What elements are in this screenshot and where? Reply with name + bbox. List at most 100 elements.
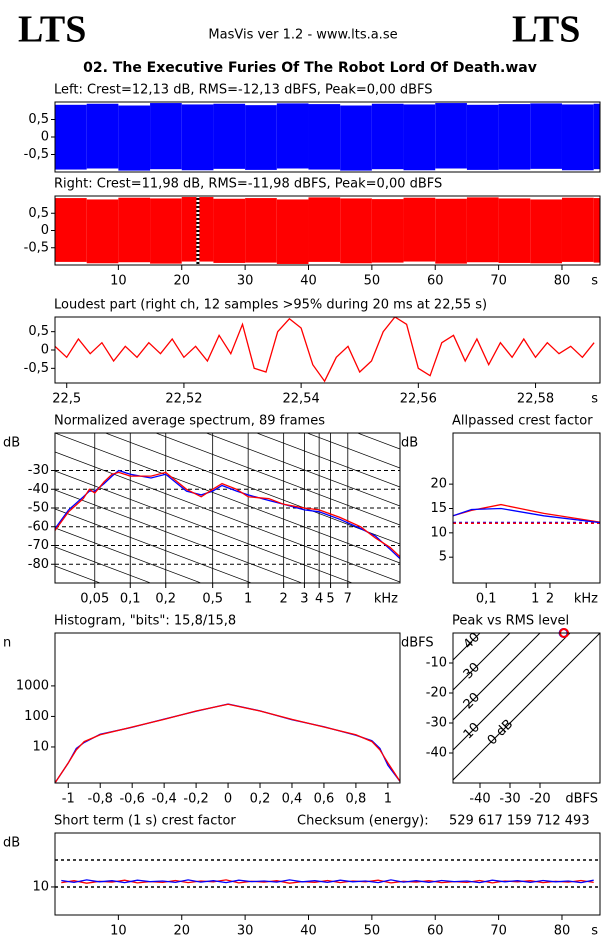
waveform-segment (530, 103, 562, 137)
waveform-segment (498, 198, 531, 231)
decor-line (356, 433, 400, 450)
waveform-segment (403, 197, 436, 231)
crest-line (453, 633, 571, 751)
waveform-segment (561, 230, 594, 262)
panel: Allpassed crest factor 20 15 10 5 0,1 1 2 kHz dB (401, 414, 601, 607)
waveform-segment (371, 230, 404, 263)
y-tick-label: -20 (426, 686, 447, 701)
waveform-segment (530, 137, 562, 169)
plot-area (453, 503, 600, 524)
panel: Short term (1 s) crest factor Checksum (e… (3, 814, 601, 939)
curve (453, 507, 600, 524)
waveform-segment (561, 104, 594, 137)
plot-frame (54, 195, 601, 266)
waveform-segment (371, 137, 404, 170)
waveform-segment (245, 105, 277, 137)
panel: Loudest part (right ch, 12 samples >95% … (24, 298, 601, 407)
decor-line (104, 433, 400, 545)
decor-line (306, 433, 400, 469)
decor-line (205, 433, 400, 507)
waveform-segment (86, 199, 119, 231)
waveform-segment (276, 230, 309, 264)
checksum: 529 617 159 712 493 (449, 814, 590, 829)
x-tick-label: 70 (490, 274, 507, 289)
waveform-segment (340, 137, 372, 171)
waveform-segment (150, 103, 182, 137)
x-tick-label: 60 (427, 924, 444, 939)
waveform-segment (55, 198, 87, 231)
waveform-segment (403, 104, 436, 137)
x-tick-label: 4 (315, 592, 323, 607)
waveform-segment (340, 198, 372, 231)
x-tick-label: 40 (300, 274, 317, 289)
waveform-segment (213, 230, 246, 263)
x-tick-label: 22,52 (165, 392, 202, 407)
y-unit: dB (401, 436, 418, 451)
waveform-segment (435, 198, 467, 231)
waveform-segment (561, 197, 594, 231)
waveform-segment (181, 104, 214, 137)
waveform-segment (150, 198, 182, 231)
panel-title: Right: Crest=11,98 dB, RMS=-11,98 dBFS, … (54, 177, 442, 192)
plot-frame (452, 432, 601, 584)
y-tick-label: -50 (28, 501, 49, 516)
x-tick-label: 1 (531, 592, 539, 607)
crest-line (453, 633, 511, 691)
waveform-segment (118, 105, 151, 137)
y-unit: dB (3, 436, 20, 451)
x-tick-label: 0,1 (120, 592, 141, 607)
waveform-segment (561, 137, 594, 171)
y-tick-label: 0 (41, 223, 49, 238)
curve (55, 317, 595, 383)
x-tick-label: 80 (554, 274, 571, 289)
x-tick-label: 0,6 (314, 792, 335, 807)
waveform-segment (213, 137, 246, 169)
waveform-segment (403, 137, 436, 171)
x-tick-label: 0 (224, 792, 232, 807)
waveform-segment (55, 104, 87, 137)
y-tick-label: -60 (28, 519, 49, 534)
x-tick-label: 1 (244, 592, 252, 607)
decor-line (55, 451, 400, 583)
decor-line (255, 433, 400, 488)
waveform-segment (276, 199, 309, 231)
x-tick-label: 70 (490, 924, 507, 939)
plot-frame (54, 832, 601, 916)
waveform-segment (466, 230, 499, 263)
waveform-segment (86, 103, 119, 137)
decor-line (55, 642, 400, 772)
panel: Normalized average spectrum, 89 frames -3… (3, 414, 401, 772)
plot-frame (54, 316, 601, 384)
waveform-segment (498, 230, 531, 263)
x-tick-label: 20 (173, 924, 190, 939)
x-tick-label: 50 (364, 274, 381, 289)
y-tick-label: 15 (430, 501, 447, 516)
waveform-segment (371, 103, 404, 137)
logo: LTS (512, 9, 580, 51)
waveform-segment (593, 137, 600, 170)
waveform-segment (435, 137, 467, 169)
y-tick-label: -0,5 (24, 240, 49, 255)
x-tick-label: 0,4 (282, 792, 303, 807)
y-tick-label: 20 (430, 477, 447, 492)
x-tick-label: 22,58 (517, 392, 554, 407)
x-unit: s (591, 392, 598, 407)
x-tick-label: -0,6 (119, 792, 144, 807)
y-tick-label: -40 (28, 482, 49, 497)
waveform-segment (593, 230, 600, 263)
y-tick-label: -0,5 (24, 361, 49, 376)
panel-title: Normalized average spectrum, 89 frames (54, 414, 325, 429)
waveform-segment (435, 230, 467, 264)
waveform-segment (118, 137, 151, 171)
waveform-segment (245, 198, 277, 231)
y-tick-label: 0 (41, 343, 49, 358)
decor-line (55, 470, 354, 583)
plot-frame (54, 632, 401, 784)
waveform-segment (593, 103, 600, 137)
plot-area (55, 103, 600, 171)
y-tick-label: 0,5 (28, 112, 49, 127)
waveform-segment (118, 197, 151, 231)
x-unit: kHz (374, 592, 398, 607)
